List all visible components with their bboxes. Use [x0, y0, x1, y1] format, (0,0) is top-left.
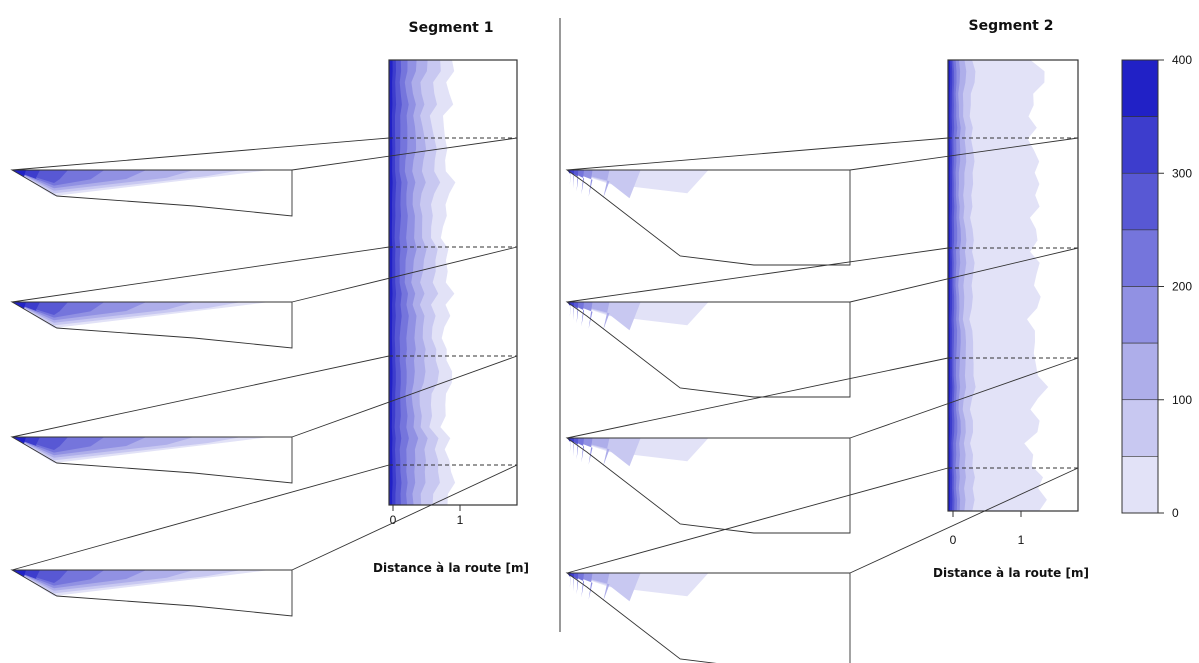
segment-2-profile-2-band-7: [567, 302, 575, 321]
segment-2-heatmap: [948, 60, 1049, 511]
segment-1-band-8: [389, 60, 393, 505]
colorbar-band-6: [1121, 342, 1159, 401]
segment-1-profiles: [10, 137, 518, 617]
segment-2-profile-1-band-3: [567, 170, 610, 199]
segment-1-heatmap: [389, 60, 456, 505]
segment-1-connector-4-a: [11, 464, 390, 571]
segment-2-profile-2-band-5: [567, 302, 584, 327]
segment-2-profile-4-band-6: [567, 573, 579, 595]
colorbar-band-2: [1121, 116, 1159, 174]
segment-1-profile-1: [10, 169, 293, 217]
segment-2-connector-1-b: [849, 137, 1079, 171]
segment-2-profile-3-band-5: [567, 438, 584, 463]
segment-1-profile-3-band-7: [12, 437, 40, 448]
segment-2-connector-3-b: [849, 357, 1079, 439]
segment-2-profile-2-band-2: [567, 302, 641, 331]
colorbar-tick-label-100: 100: [1172, 393, 1192, 407]
colorbar-band-1: [1121, 59, 1159, 117]
segment-1-connector-3-a: [11, 355, 390, 438]
segment-1-heatmap-frame: [388, 59, 518, 506]
segment-1-connector-1-b: [291, 137, 518, 171]
segment-2-profile-2-band-8: [567, 302, 571, 317]
segment-2-connector-3-a: [566, 357, 949, 439]
segment-2-profile-3: [565, 437, 851, 534]
segment-2-profile-1-band-5: [567, 170, 584, 195]
segment-2-xtick-1: 1: [1018, 533, 1025, 547]
colorbar-band-4: [1121, 229, 1159, 287]
segment-2-profile-4-band-5: [567, 573, 584, 598]
segment-2-profile-4-band-7: [567, 573, 575, 592]
segment-1-profile-4: [10, 569, 293, 617]
segment-2-xtick-0: 0: [950, 533, 957, 547]
segment-1-profile-3: [10, 436, 293, 484]
segment-1-xtick-1: 1: [457, 513, 464, 527]
segment-1-xtick-0: 0: [390, 513, 397, 527]
segment-2-profile-3-band-7: [567, 438, 575, 457]
segment-2-profile-3-band-8: [567, 438, 571, 453]
segment-2-profile-3-band-6: [567, 438, 579, 460]
segment-2-profile-4-band-2: [567, 573, 641, 602]
colorbar-band-7: [1121, 399, 1159, 457]
colorbar-tick-label-0: 0: [1172, 506, 1179, 520]
segment-2-profile-4-band-4: [567, 573, 593, 600]
segment-2-connector-1-a: [566, 137, 949, 171]
segment-2-profile-3-band-4: [567, 438, 593, 465]
segment-2-profile-1-band-8: [567, 170, 571, 185]
colorbar-tick-label-300: 300: [1172, 166, 1192, 180]
segment-2-profile-4-band-8: [567, 573, 571, 588]
segment-2-profile-1-band-6: [567, 170, 579, 192]
segment-1-xlabel: Distance à la route [m]: [373, 561, 529, 575]
segment-2-connector-2-b: [849, 247, 1079, 303]
segment-2-heatmap-frame: [947, 59, 1079, 512]
segment-1-profile-2: [10, 301, 293, 349]
segment-2-xlabel: Distance à la route [m]: [933, 566, 1089, 580]
segment-2-x-axis: [952, 511, 1022, 517]
segment-1-connector-3-b: [291, 355, 518, 438]
segment-2-profile-3-band-3: [567, 438, 610, 467]
colorbar-band-5: [1121, 286, 1159, 344]
segment-2-profile-2-band-4: [567, 302, 593, 329]
segment-2-profile-4-band-3: [567, 573, 610, 602]
segment-2-profile-1-band-4: [567, 170, 593, 197]
colorbar-band-8: [1121, 456, 1159, 514]
segment-2-band-1: [948, 60, 1049, 511]
segment-2-connector-4-a: [566, 467, 949, 574]
segment-1-title: Segment 1: [409, 20, 494, 36]
segment-1-profile-2-band-7: [12, 302, 40, 313]
segment-2-profile-1-band-7: [567, 170, 575, 189]
colorbar: 400 300 200 100 0: [1121, 53, 1192, 520]
colorbar-band-3: [1121, 172, 1159, 231]
segment-1-connector-2-a: [11, 246, 390, 303]
segment-1-connector-4-b: [291, 464, 518, 571]
segment-2-profile-1: [565, 169, 851, 266]
segment-2-profile-3-band-2: [567, 438, 641, 467]
segment-2-profile-2-band-3: [567, 302, 610, 331]
segment-1-connector-2-b: [291, 246, 518, 303]
segment-1-connector-1-a: [11, 137, 390, 171]
segment-2-profile-2-band-6: [567, 302, 579, 324]
segment-2-connector-4-b: [849, 467, 1079, 574]
colorbar-tick-label-400: 400: [1172, 53, 1192, 67]
segment-2-profiles: [565, 137, 1079, 663]
segment-1-x-axis: [392, 505, 461, 511]
colorbar-tick-label-200: 200: [1172, 280, 1192, 294]
segment-1-profile-1-band-7: [12, 170, 40, 181]
segment-2-profile-2: [565, 301, 851, 398]
segment-2-title: Segment 2: [969, 18, 1054, 34]
segment-2-connector-2-a: [566, 247, 949, 303]
segment-2-profile-1-band-2: [567, 170, 641, 199]
